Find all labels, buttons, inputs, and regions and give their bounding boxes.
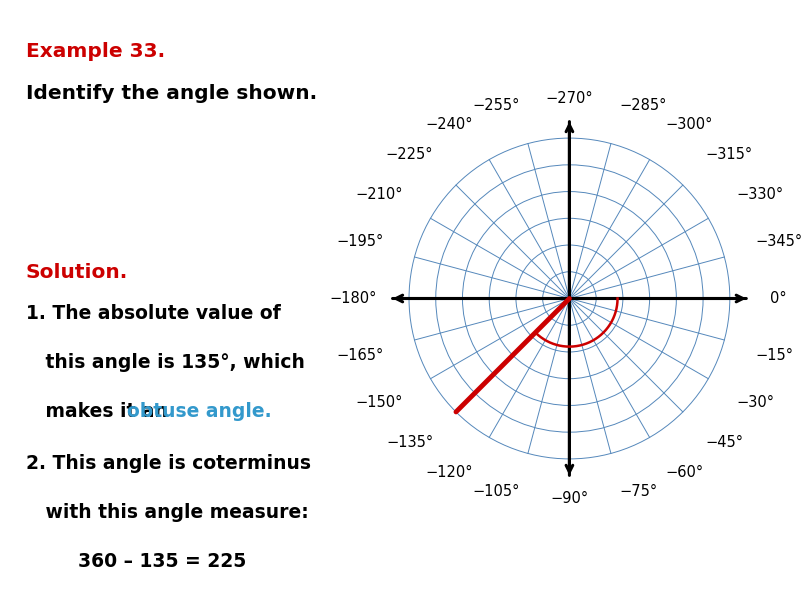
- Text: −15°: −15°: [755, 348, 793, 364]
- Text: −330°: −330°: [736, 187, 784, 202]
- Text: −120°: −120°: [426, 465, 473, 480]
- Text: −180°: −180°: [330, 291, 377, 306]
- Text: −60°: −60°: [666, 465, 704, 480]
- Text: this angle is 135°, which: this angle is 135°, which: [26, 353, 305, 373]
- Text: −105°: −105°: [472, 484, 520, 500]
- Text: −240°: −240°: [426, 117, 473, 132]
- Text: obtuse angle.: obtuse angle.: [128, 402, 272, 421]
- Text: −90°: −90°: [550, 491, 589, 506]
- Text: −285°: −285°: [619, 97, 666, 113]
- Text: −255°: −255°: [472, 97, 520, 113]
- Text: −165°: −165°: [336, 348, 383, 364]
- Text: −300°: −300°: [666, 117, 713, 132]
- Text: Example 33.: Example 33.: [26, 42, 164, 61]
- Text: 1. The absolute value of: 1. The absolute value of: [26, 304, 281, 324]
- Text: −345°: −345°: [755, 233, 802, 249]
- Text: makes it an: makes it an: [26, 402, 174, 421]
- Text: −270°: −270°: [545, 91, 593, 106]
- Text: −45°: −45°: [706, 435, 743, 450]
- Text: Identify the angle shown.: Identify the angle shown.: [26, 84, 317, 103]
- Text: −315°: −315°: [706, 147, 752, 162]
- Text: 0°: 0°: [770, 291, 787, 306]
- Text: −150°: −150°: [355, 395, 403, 410]
- Text: −210°: −210°: [355, 187, 403, 202]
- Text: with this angle measure:: with this angle measure:: [26, 503, 309, 522]
- Text: 2. This angle is coterminus: 2. This angle is coterminus: [26, 454, 310, 473]
- Text: Solution.: Solution.: [26, 263, 128, 282]
- Text: −195°: −195°: [336, 233, 383, 249]
- Text: −75°: −75°: [619, 484, 658, 500]
- Text: 360 – 135 = 225: 360 – 135 = 225: [26, 552, 246, 571]
- Text: −30°: −30°: [736, 395, 774, 410]
- Text: −135°: −135°: [387, 435, 433, 450]
- Text: −225°: −225°: [386, 147, 433, 162]
